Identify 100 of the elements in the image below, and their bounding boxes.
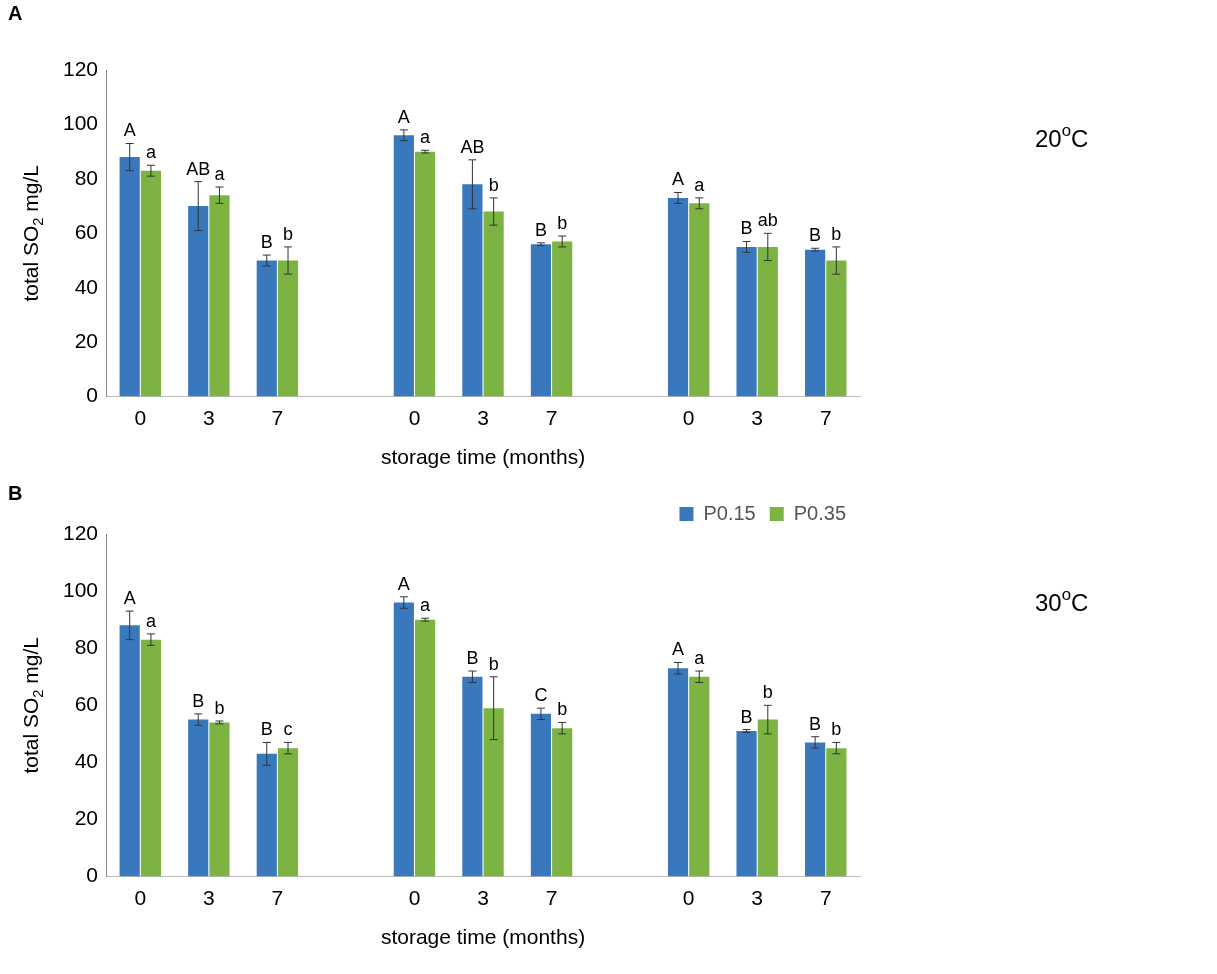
bar — [140, 170, 162, 397]
data-label: a — [145, 142, 157, 163]
data-label: A — [397, 106, 410, 127]
bar — [188, 719, 209, 877]
bar — [736, 246, 757, 397]
data-label: B — [809, 713, 822, 734]
data-label: A — [123, 588, 136, 609]
legend-label: P0.15 — [703, 501, 756, 524]
bar — [119, 625, 140, 877]
y-tick-label: 0 — [86, 863, 99, 887]
x-tick-label: 3 — [751, 886, 764, 909]
bar — [483, 211, 504, 397]
y-tick-label: 0 — [86, 383, 99, 407]
data-label: B — [466, 648, 479, 669]
x-tick-label: 0 — [682, 886, 695, 909]
data-label: b — [488, 174, 499, 195]
data-label: B — [740, 706, 753, 727]
x-tick-label: 0 — [408, 406, 421, 429]
bar — [826, 260, 847, 397]
data-label: B — [260, 232, 273, 253]
y-tick-label: 60 — [74, 692, 99, 716]
y-tick-label: 60 — [74, 220, 99, 244]
y-tick-label: 120 — [62, 56, 99, 80]
bar — [736, 731, 757, 877]
data-label: a — [420, 127, 432, 148]
data-label: c — [283, 719, 293, 740]
bar — [415, 619, 436, 877]
data-label: a — [420, 595, 432, 616]
y-tick-label: 80 — [74, 165, 99, 189]
data-label: B — [740, 218, 753, 239]
data-label: B — [192, 690, 205, 711]
data-label: A — [672, 639, 685, 660]
data-label: b — [831, 719, 842, 740]
data-label: b — [557, 699, 568, 720]
x-tick-label: 3 — [477, 886, 489, 909]
x-tick-label: 0 — [408, 886, 421, 909]
data-label: AB — [186, 158, 211, 179]
data-label: A — [672, 169, 685, 190]
bar — [530, 244, 552, 397]
legend-label: P0.35 — [793, 501, 846, 524]
bar — [256, 753, 277, 877]
x-tick-label: 3 — [203, 886, 215, 909]
y-tick-label: 20 — [74, 328, 99, 352]
chart-title: A — [8, 2, 23, 25]
y-tick-label: 100 — [62, 111, 99, 135]
y-tick-label: 120 — [62, 520, 99, 544]
bar — [667, 197, 689, 397]
data-label: b — [214, 697, 225, 718]
y-tick-label: 40 — [74, 749, 99, 773]
bar — [689, 676, 710, 877]
data-label: b — [762, 682, 773, 703]
data-label: ab — [757, 210, 778, 231]
data-label: A — [123, 120, 136, 141]
x-tick-label: 7 — [545, 406, 558, 429]
bar — [689, 203, 710, 397]
y-tick-label: 40 — [74, 274, 99, 298]
bar — [826, 748, 847, 877]
data-label: B — [260, 719, 273, 740]
bar — [757, 719, 778, 877]
x-tick-label: 7 — [545, 886, 558, 909]
y-tick-label: 20 — [74, 806, 99, 830]
x-tick-label: 7 — [819, 886, 832, 909]
data-label: C — [534, 685, 548, 706]
data-label: b — [283, 223, 294, 244]
x-tick-label: 0 — [134, 406, 147, 429]
data-label: a — [694, 648, 706, 669]
x-tick-label: 3 — [751, 406, 764, 429]
bar — [805, 742, 826, 877]
bar — [462, 676, 483, 877]
data-label: a — [694, 174, 706, 195]
data-label: a — [145, 610, 157, 631]
bar — [757, 246, 778, 397]
bar — [552, 728, 573, 877]
data-label: AB — [460, 136, 485, 157]
bar — [209, 722, 230, 877]
x-tick-label: 7 — [819, 406, 832, 429]
data-label: B — [809, 225, 822, 246]
bar — [188, 206, 209, 397]
chart-title: B — [8, 482, 23, 505]
bar — [140, 639, 162, 877]
bar — [277, 748, 299, 877]
x-tick-label: 7 — [271, 886, 284, 909]
bar — [462, 184, 483, 397]
data-label: b — [557, 212, 568, 233]
bar — [393, 602, 414, 877]
bar — [415, 151, 436, 397]
data-label: B — [534, 219, 547, 240]
x-tick-label: 0 — [682, 406, 695, 429]
x-tick-label: 7 — [271, 406, 284, 429]
bar — [119, 157, 140, 397]
y-axis-title: total SO2 mg/L — [18, 165, 47, 302]
bar — [483, 708, 504, 877]
data-label: b — [488, 653, 499, 674]
y-axis-title: total SO2 mg/L — [18, 637, 47, 774]
bar — [256, 260, 277, 397]
bar — [530, 713, 552, 877]
data-label: A — [397, 573, 410, 594]
bar — [552, 241, 573, 397]
x-axis-title: storage time (months) — [380, 445, 586, 469]
bar — [667, 668, 689, 877]
